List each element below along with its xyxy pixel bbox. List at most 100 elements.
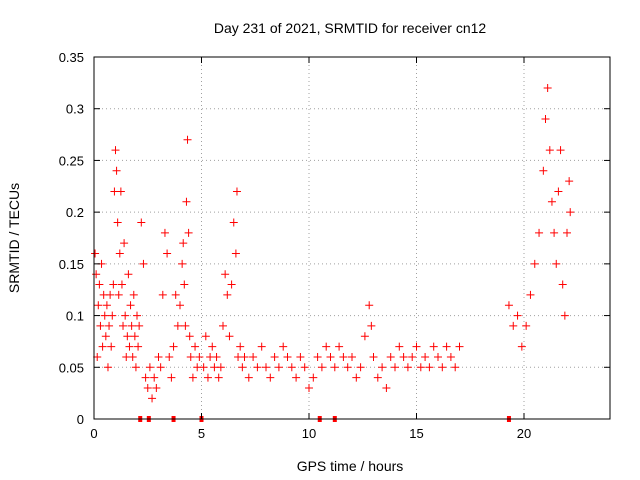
data-point <box>442 342 451 351</box>
data-point <box>163 249 172 258</box>
data-point <box>403 363 412 372</box>
data-point <box>283 352 292 361</box>
data-point <box>212 352 221 361</box>
x-tick-label: 5 <box>198 426 205 441</box>
data-point <box>395 342 404 351</box>
data-point <box>100 311 109 320</box>
data-point <box>535 228 544 237</box>
data-point <box>94 301 103 310</box>
data-point <box>102 301 111 310</box>
data-point <box>257 342 266 351</box>
data-point <box>367 321 376 330</box>
data-point <box>112 166 121 175</box>
data-point <box>123 332 132 341</box>
data-point <box>565 177 574 186</box>
ticks-layer: 0 5 10 15 20 0 0.05 0.1 0.15 0.2 0.25 0.3 0.35 <box>59 50 610 441</box>
data-point <box>176 301 184 310</box>
data-point <box>236 342 245 351</box>
data-point <box>408 352 417 361</box>
data-point <box>154 352 163 361</box>
data-point <box>185 332 194 341</box>
data-point <box>541 115 550 124</box>
data-point <box>113 218 122 227</box>
data-point <box>274 363 283 372</box>
x-tick-label: 10 <box>302 426 316 441</box>
data-point <box>343 363 352 372</box>
data-point <box>126 301 135 310</box>
data-point <box>550 228 559 237</box>
data-point <box>119 321 128 330</box>
data-point <box>539 166 548 175</box>
data-point <box>116 187 125 196</box>
data-point <box>183 135 192 144</box>
data-point <box>545 146 554 155</box>
data-point <box>216 363 225 372</box>
data-point <box>129 290 138 299</box>
data-point <box>92 270 101 279</box>
data-point <box>203 373 212 382</box>
data-point <box>127 321 136 330</box>
data-point <box>360 332 369 341</box>
data-point <box>386 352 395 361</box>
data-point <box>227 280 236 289</box>
data-point <box>322 342 331 351</box>
data-point <box>262 363 270 372</box>
data-point <box>270 352 279 361</box>
data-point <box>244 373 253 382</box>
data-point <box>182 197 191 206</box>
data-point <box>451 363 460 372</box>
data-point <box>513 311 522 320</box>
data-point <box>137 218 146 227</box>
data-point <box>173 321 182 330</box>
data-point <box>348 352 356 361</box>
data-point <box>143 383 152 392</box>
data-point <box>287 363 296 372</box>
y-tick-label: 0.2 <box>66 205 84 220</box>
data-points-layer <box>91 84 575 422</box>
data-point <box>240 352 249 361</box>
data-point <box>131 363 140 372</box>
data-point <box>96 321 105 330</box>
data-point <box>560 311 569 320</box>
data-point <box>98 342 107 351</box>
data-point <box>563 228 571 237</box>
data-point <box>134 342 143 351</box>
data-point <box>526 290 535 299</box>
data-point <box>117 280 126 289</box>
data-point <box>352 373 361 382</box>
data-point <box>434 352 442 361</box>
data-point <box>238 363 247 372</box>
data-point <box>111 146 120 155</box>
data-point <box>446 352 455 361</box>
x-axis-label: GPS time / hours <box>297 458 404 474</box>
data-point <box>373 373 382 382</box>
data-point <box>124 270 133 279</box>
data-point <box>219 321 227 330</box>
data-point <box>225 332 234 341</box>
data-point <box>133 311 141 320</box>
data-point <box>369 352 378 361</box>
data-point <box>106 290 115 299</box>
data-point <box>158 290 167 299</box>
y-tick-label: 0 <box>77 412 84 427</box>
data-point <box>509 321 518 330</box>
data-point <box>356 363 365 372</box>
x-tick-label: 15 <box>409 426 423 441</box>
data-point <box>180 280 189 289</box>
data-point <box>504 301 513 310</box>
data-point <box>543 84 552 93</box>
data-point <box>547 197 556 206</box>
data-point <box>184 228 193 237</box>
data-point <box>412 342 421 351</box>
data-point <box>103 363 112 372</box>
data-point <box>93 352 102 361</box>
data-point <box>317 363 326 372</box>
data-point <box>105 321 114 330</box>
data-point <box>156 363 165 372</box>
data-point <box>195 352 204 361</box>
data-point <box>296 352 305 361</box>
data-point <box>416 363 425 372</box>
data-point <box>232 187 241 196</box>
data-point <box>231 249 240 258</box>
data-point <box>150 373 159 382</box>
